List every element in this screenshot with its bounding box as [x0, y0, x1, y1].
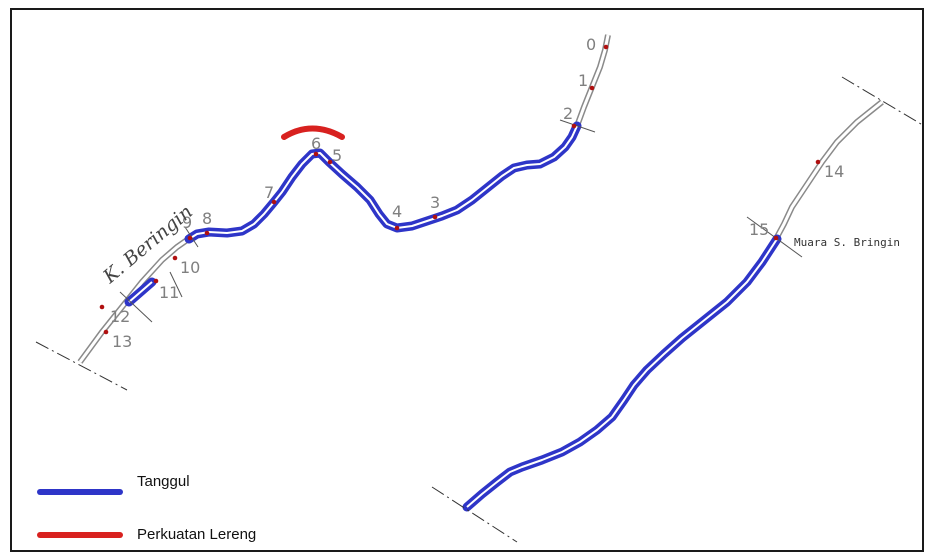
cross-sections	[119, 119, 803, 323]
station-label-10: 10	[180, 258, 200, 277]
station-dot-14	[815, 159, 821, 165]
station-dot-6	[313, 151, 319, 157]
slope-reinforcement-arc	[281, 125, 345, 140]
station-label-13: 13	[112, 332, 132, 351]
station-dot-8	[204, 230, 210, 236]
estuary-name-label: Muara S. Bringin	[794, 236, 900, 249]
station-label-5: 5	[332, 146, 342, 165]
station-label-4: 4	[392, 202, 402, 221]
station-label-15: 15	[749, 220, 769, 239]
station-dot-9	[187, 235, 193, 241]
station-label-9: 9	[182, 213, 192, 232]
station-dot-2	[571, 123, 577, 129]
station-label-0: 0	[586, 35, 596, 54]
river-right	[774, 99, 884, 239]
boundary-lines	[35, 76, 922, 543]
station-label-6: 6	[311, 134, 321, 153]
station-dot-4	[394, 225, 400, 231]
station-dot-10	[172, 255, 178, 261]
station-label-1: 1	[578, 71, 588, 90]
river-left	[77, 34, 611, 364]
station-dot-15	[773, 235, 779, 241]
station-dots	[99, 44, 821, 335]
legend-label-levee: Tanggul	[137, 473, 190, 490]
station-dot-5	[327, 159, 333, 165]
station-label-11: 11	[159, 283, 179, 302]
levee-right	[462, 234, 782, 512]
station-dot-12	[99, 304, 105, 310]
station-dot-1	[589, 85, 595, 91]
station-label-12: 12	[110, 307, 130, 326]
station-dot-7	[271, 199, 277, 205]
station-label-14: 14	[824, 162, 844, 181]
legend-label-slope: Perkuatan Lereng	[137, 526, 256, 543]
station-dot-13	[103, 329, 109, 335]
station-dot-0	[603, 44, 609, 50]
station-label-2: 2	[563, 104, 573, 123]
station-label-8: 8	[202, 209, 212, 228]
station-dot-3	[432, 214, 438, 220]
station-label-3: 3	[430, 193, 440, 212]
map-frame: 0 1 2 3 4 5 6 7 8 9 10 11 12 13 14 15 K. Beringin Muara…	[10, 8, 924, 552]
station-dot-11	[153, 278, 159, 284]
levee-left	[124, 121, 582, 307]
station-label-7: 7	[264, 183, 274, 202]
legend: Tanggul Perkuatan Lereng	[37, 473, 256, 543]
